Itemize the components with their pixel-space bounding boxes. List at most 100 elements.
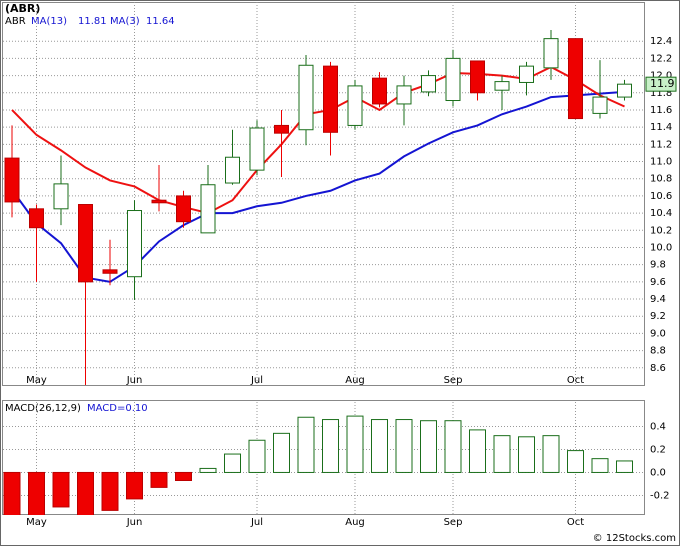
y-tick-label: 10.2 <box>650 225 672 236</box>
chart-title: (ABR) <box>5 2 40 15</box>
y-tick-label: 11.2 <box>650 139 672 150</box>
candle-body <box>543 38 559 69</box>
candle-body <box>445 57 461 102</box>
y-tick-label: 12.2 <box>650 53 672 64</box>
x-tick-label: Jul <box>250 375 263 386</box>
candle-body <box>151 199 167 204</box>
y-tick-label: 0.0 <box>650 467 666 478</box>
legend-entry: MA(13) <box>31 16 67 27</box>
y-tick-label: 11.4 <box>650 122 672 133</box>
candle-body <box>53 183 69 210</box>
y-tick-label: 12.0 <box>650 71 672 82</box>
x-tick-label: Aug <box>345 375 365 386</box>
y-tick-label: -0.2 <box>650 490 670 501</box>
macd-panel <box>2 400 645 515</box>
y-tick-label: 11.0 <box>650 157 672 168</box>
macd-bar <box>224 453 241 473</box>
candle-body <box>200 184 216 234</box>
x-tick-label: Jul <box>250 517 263 528</box>
y-tick-label: 9.4 <box>650 294 666 305</box>
macd-bar <box>52 471 70 508</box>
candle-body <box>592 96 608 114</box>
y-tick-label: 0.4 <box>650 421 666 432</box>
y-tick-label: 10.8 <box>650 174 672 185</box>
candle-body <box>274 124 289 134</box>
macd-bar <box>126 471 143 500</box>
candle-body <box>347 85 363 126</box>
y-tick-label: 8.6 <box>650 363 666 374</box>
macd-bar <box>248 439 266 473</box>
macd-bar <box>616 460 633 473</box>
macd-bar <box>322 419 339 473</box>
macd-bar <box>273 432 290 473</box>
candle-body <box>323 65 338 133</box>
x-tick-label: Aug <box>345 517 365 528</box>
y-tick-label: 10.6 <box>650 191 672 202</box>
x-tick-label: Sep <box>444 375 463 386</box>
legend-value: 11.64 <box>146 16 175 27</box>
macd-bar <box>395 419 413 473</box>
macd-plot <box>3 400 644 515</box>
candle-body <box>617 83 632 98</box>
x-tick-label: May <box>26 375 47 386</box>
macd-bar <box>175 471 192 482</box>
macd-bar <box>371 419 388 473</box>
x-tick-label: Jun <box>126 375 143 386</box>
macd-annotation: MACD=0.10 <box>87 403 148 414</box>
y-tick-label: 10.0 <box>650 242 672 253</box>
x-tick-label: May <box>26 517 47 528</box>
macd-bar <box>444 420 462 473</box>
macd-bar <box>77 471 94 515</box>
macd-bar <box>591 458 609 473</box>
y-tick-label: 9.2 <box>650 311 666 322</box>
macd-bar <box>297 416 315 473</box>
candle-body <box>4 157 20 203</box>
candle-body <box>494 81 510 91</box>
macd-bar <box>3 471 21 515</box>
y-tick-label: 11.8 <box>650 88 672 99</box>
symbol: ABR <box>5 16 26 27</box>
x-tick-label: Jun <box>126 517 143 528</box>
y-tick-label: 10.4 <box>650 208 672 219</box>
candle-body <box>78 204 93 283</box>
y-tick-label: 0.2 <box>650 444 666 455</box>
candle-body <box>372 77 387 105</box>
macd-bar <box>420 420 437 473</box>
candle-body <box>396 85 412 105</box>
macd-name: MACD(26,12,9) <box>5 403 81 414</box>
ma-line <box>11 90 625 283</box>
candle-body <box>249 127 265 171</box>
macd-bar <box>346 415 364 473</box>
macd-bar <box>493 435 511 473</box>
y-tick-label: 9.0 <box>650 328 666 339</box>
legend-entry: MA(3) <box>110 16 140 27</box>
x-tick-label: Sep <box>444 517 463 528</box>
footer: © 12Stocks.com <box>593 533 676 544</box>
macd-bar <box>518 436 535 473</box>
macd-bar <box>469 429 486 473</box>
candle-body <box>421 75 436 93</box>
last-price-label: 11.9 <box>650 77 675 90</box>
candle-body <box>176 195 191 223</box>
macd-bar <box>199 467 217 473</box>
candle-body <box>225 156 240 184</box>
x-tick-label: Oct <box>567 375 584 386</box>
candle-body <box>127 210 142 278</box>
macd-bar <box>101 471 119 511</box>
candle-body <box>102 269 118 274</box>
candle-body <box>470 60 485 94</box>
last-price-box <box>645 76 677 92</box>
macd-bar <box>28 471 45 515</box>
candle-body <box>519 65 534 83</box>
candle-body <box>29 208 44 229</box>
y-tick-label: 8.8 <box>650 346 666 357</box>
y-tick-label: 12.4 <box>650 36 672 47</box>
price-panel <box>2 2 645 386</box>
macd-bar <box>542 435 560 473</box>
legend-value: 11.81 <box>78 16 107 27</box>
y-tick-label: 11.6 <box>650 105 672 116</box>
candle-body <box>568 38 583 120</box>
x-tick-label: Oct <box>567 517 584 528</box>
price-plot <box>3 2 644 385</box>
macd-bar <box>567 450 584 473</box>
